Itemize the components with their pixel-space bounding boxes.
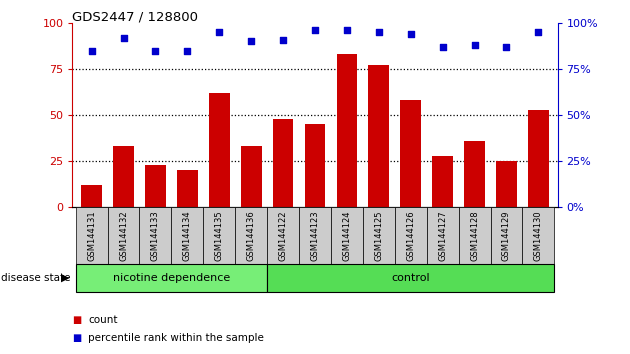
Text: control: control	[391, 273, 430, 283]
Point	[246, 39, 256, 44]
Text: GSM144123: GSM144123	[311, 210, 319, 261]
Point	[118, 35, 129, 41]
Bar	[241, 146, 261, 207]
Point	[182, 48, 192, 53]
Bar	[267, 264, 554, 292]
Text: GSM144131: GSM144131	[87, 210, 96, 261]
Bar	[395, 207, 427, 264]
Bar	[267, 207, 299, 264]
Text: ■: ■	[72, 333, 82, 343]
Text: ▶: ▶	[61, 273, 69, 283]
Point	[86, 48, 96, 53]
Bar	[432, 155, 453, 207]
Text: GSM144122: GSM144122	[278, 210, 287, 261]
Point	[214, 29, 224, 35]
Text: ■: ■	[72, 315, 82, 325]
Text: GSM144129: GSM144129	[502, 210, 511, 261]
Bar	[235, 207, 267, 264]
Point	[438, 44, 448, 50]
Text: disease state: disease state	[1, 273, 70, 283]
Text: GSM144127: GSM144127	[438, 210, 447, 261]
Bar	[145, 165, 166, 207]
Bar	[299, 207, 331, 264]
Bar	[209, 93, 229, 207]
Bar	[427, 207, 459, 264]
Point	[342, 28, 352, 33]
Text: GSM144132: GSM144132	[119, 210, 128, 261]
Point	[310, 28, 320, 33]
Text: GSM144135: GSM144135	[215, 210, 224, 261]
Bar	[81, 185, 102, 207]
Bar	[76, 207, 108, 264]
Bar	[528, 109, 549, 207]
Bar	[331, 207, 363, 264]
Point	[534, 29, 544, 35]
Point	[469, 42, 479, 48]
Text: GSM144124: GSM144124	[343, 210, 352, 261]
Bar	[113, 146, 134, 207]
Bar	[203, 207, 235, 264]
Text: nicotine dependence: nicotine dependence	[113, 273, 230, 283]
Text: GSM144126: GSM144126	[406, 210, 415, 261]
Text: GSM144133: GSM144133	[151, 210, 160, 261]
Bar	[273, 119, 294, 207]
Bar	[108, 207, 139, 264]
Text: GSM144134: GSM144134	[183, 210, 192, 261]
Bar	[401, 100, 421, 207]
Text: GSM144128: GSM144128	[470, 210, 479, 261]
Bar	[305, 124, 325, 207]
Bar	[369, 65, 389, 207]
Text: GDS2447 / 128800: GDS2447 / 128800	[72, 11, 198, 24]
Bar	[76, 264, 267, 292]
Point	[501, 44, 512, 50]
Point	[278, 37, 288, 42]
Bar	[139, 207, 171, 264]
Bar	[459, 207, 491, 264]
Bar	[522, 207, 554, 264]
Text: GSM144136: GSM144136	[247, 210, 256, 261]
Text: percentile rank within the sample: percentile rank within the sample	[88, 333, 264, 343]
Bar	[177, 170, 198, 207]
Text: GSM144130: GSM144130	[534, 210, 543, 261]
Point	[151, 48, 161, 53]
Bar	[171, 207, 203, 264]
Bar	[363, 207, 395, 264]
Text: count: count	[88, 315, 118, 325]
Bar	[491, 207, 522, 264]
Bar	[336, 54, 357, 207]
Point	[406, 31, 416, 37]
Bar	[464, 141, 485, 207]
Point	[374, 29, 384, 35]
Text: GSM144125: GSM144125	[374, 210, 383, 261]
Bar	[496, 161, 517, 207]
